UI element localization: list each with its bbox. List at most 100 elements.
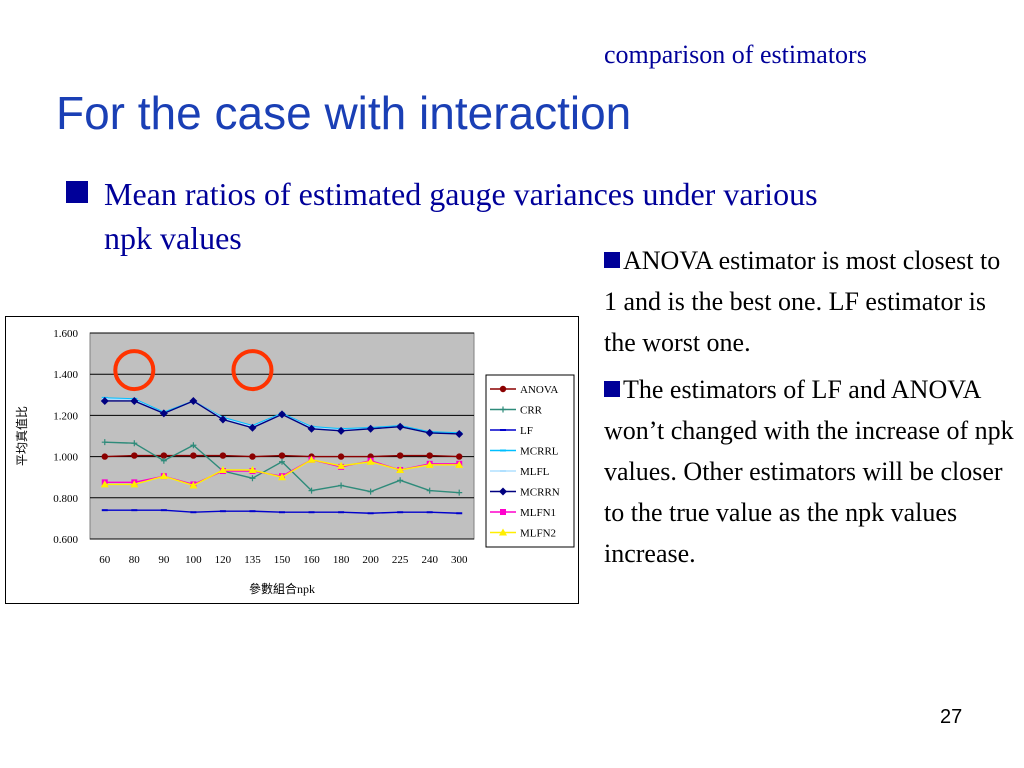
note-text: The estimators of LF and ANOVA won’t cha…	[604, 375, 1014, 568]
square-bullet-icon	[604, 381, 620, 397]
data-point	[189, 481, 198, 489]
data-point	[396, 422, 405, 431]
data-point	[500, 406, 506, 413]
data-point	[425, 460, 434, 468]
data-point	[249, 510, 256, 513]
data-point	[278, 410, 286, 419]
y-axis-label: 平均真值比	[14, 406, 29, 466]
x-tick-label: 160	[303, 554, 320, 566]
data-point	[308, 487, 315, 494]
data-point	[366, 424, 375, 433]
square-bullet-icon	[66, 181, 88, 203]
chart-container: 1.600 1.400 1.200 1.000 0.800 0.600 60 80 90 100 1…	[5, 316, 579, 604]
x-tick-label: 200	[362, 554, 379, 566]
data-point	[249, 453, 256, 460]
data-point	[159, 409, 168, 418]
data-point	[190, 442, 197, 449]
data-point	[249, 475, 256, 482]
data-point	[160, 452, 168, 459]
slide-title: For the case with interaction	[56, 87, 632, 139]
data-point	[366, 457, 375, 465]
square-bullet-icon	[604, 252, 620, 268]
data-point	[189, 396, 198, 405]
data-point	[219, 510, 226, 513]
data-point	[190, 452, 197, 459]
notes-panel: ANOVA estimator is most closest to 1 and…	[604, 240, 1014, 580]
x-tick-label: 80	[129, 554, 141, 566]
data-point	[367, 512, 374, 515]
note-item: The estimators of LF and ANOVA won’t cha…	[604, 369, 1014, 574]
y-tick-label: 1.600	[53, 328, 78, 340]
data-point	[499, 528, 507, 536]
data-point	[131, 440, 138, 447]
slide-subtitle: comparison of estimators	[604, 40, 867, 69]
legend-label: MCRRL	[520, 446, 559, 458]
legend-box	[485, 374, 575, 548]
data-point	[308, 511, 315, 514]
data-point	[218, 415, 227, 424]
data-point	[456, 512, 463, 515]
data-point	[500, 470, 506, 472]
data-point	[248, 423, 257, 432]
data-point	[337, 453, 345, 460]
data-point	[455, 429, 464, 438]
data-point	[426, 452, 433, 459]
plot-area	[89, 332, 475, 540]
x-tick-label: 100	[185, 554, 202, 566]
data-point	[500, 449, 506, 452]
legend-label: MLFL	[520, 466, 550, 478]
highlight-circle	[231, 349, 274, 392]
data-point	[397, 511, 404, 514]
highlight-circle	[113, 349, 156, 392]
data-point	[278, 473, 286, 481]
data-point	[279, 458, 285, 465]
x-tick-label: 150	[274, 554, 291, 566]
data-point	[307, 424, 316, 433]
data-point	[131, 452, 138, 459]
x-tick-label: 60	[99, 554, 111, 566]
data-point	[101, 453, 108, 460]
data-point	[396, 465, 405, 473]
data-point	[456, 453, 463, 460]
x-axis-label: 參數組合npk	[249, 581, 315, 596]
y-tick-label: 0.600	[53, 534, 78, 546]
data-point	[218, 465, 227, 473]
data-point	[278, 452, 286, 459]
data-point	[248, 465, 257, 473]
data-point	[425, 428, 434, 437]
data-point	[396, 452, 404, 459]
y-tick-label: 1.400	[53, 369, 78, 381]
note-item: ANOVA estimator is most closest to 1 and…	[604, 240, 1014, 363]
data-point	[160, 457, 167, 464]
data-point	[337, 461, 346, 469]
data-point	[499, 487, 507, 496]
legend-label: MLFN2	[520, 528, 556, 540]
y-tick-label: 1.000	[53, 452, 78, 464]
legend-label: MLFN1	[520, 507, 556, 519]
data-point	[307, 455, 316, 463]
note-text: ANOVA estimator is most closest to 1 and…	[604, 246, 1001, 357]
data-point	[100, 480, 109, 488]
data-point	[426, 487, 433, 494]
legend-label: MCRRN	[520, 487, 560, 499]
x-tick-label: 120	[215, 554, 232, 566]
y-tick-label: 1.200	[53, 410, 78, 422]
data-point	[219, 452, 227, 459]
data-point	[338, 482, 345, 489]
data-point	[338, 511, 345, 514]
data-point	[279, 511, 285, 514]
legend-label: LF	[520, 425, 533, 437]
x-tick-label: 90	[158, 554, 170, 566]
x-tick-label: 135	[244, 554, 261, 566]
data-point	[130, 396, 139, 405]
data-point	[131, 509, 138, 512]
y-tick-label: 0.800	[53, 493, 78, 505]
data-point	[337, 426, 346, 435]
data-point	[101, 439, 108, 446]
data-point	[160, 509, 167, 512]
data-point	[130, 480, 139, 488]
x-tick-label: 240	[421, 554, 438, 566]
data-point	[159, 472, 168, 480]
main-bullet: Mean ratios of estimated gauge variances…	[66, 172, 866, 260]
data-point	[455, 460, 464, 468]
